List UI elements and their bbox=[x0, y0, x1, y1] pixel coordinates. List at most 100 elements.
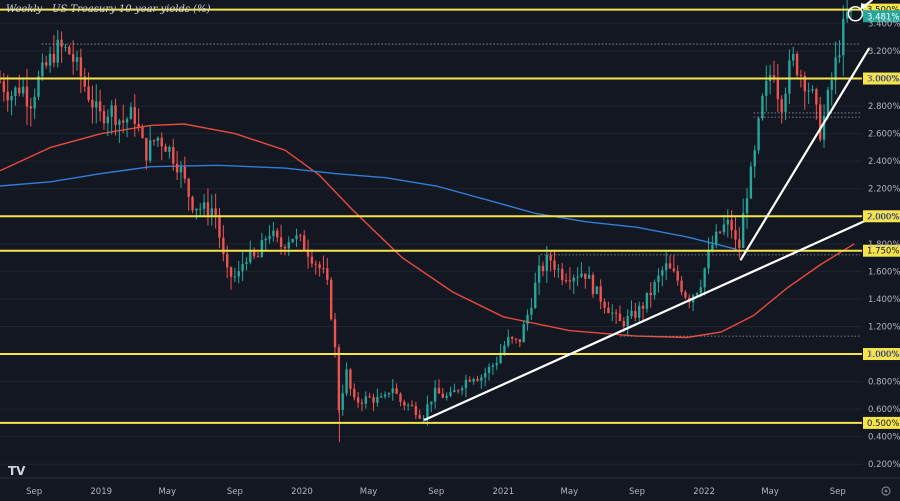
candle bbox=[45, 55, 48, 69]
candle bbox=[191, 195, 194, 214]
candle bbox=[403, 399, 406, 411]
candle bbox=[56, 30, 59, 68]
candle bbox=[383, 391, 387, 399]
candle bbox=[183, 156, 187, 184]
candle bbox=[233, 267, 237, 282]
y-tick-label: 1.400% bbox=[868, 295, 900, 305]
candle bbox=[626, 309, 629, 336]
candle bbox=[426, 395, 429, 426]
candle bbox=[545, 245, 548, 283]
candle bbox=[826, 86, 830, 120]
candle bbox=[48, 46, 52, 73]
candle bbox=[129, 102, 133, 120]
settings-gear-icon[interactable] bbox=[881, 486, 891, 496]
candle bbox=[553, 249, 556, 278]
candle bbox=[745, 188, 749, 229]
candle bbox=[372, 393, 375, 412]
y-tick-label: 0.600% bbox=[868, 405, 900, 415]
candle bbox=[187, 177, 190, 211]
candle bbox=[318, 261, 321, 277]
candle bbox=[222, 225, 225, 262]
candle bbox=[584, 273, 587, 289]
candle bbox=[322, 255, 325, 274]
candle bbox=[468, 376, 471, 383]
candle bbox=[148, 125, 152, 164]
candle bbox=[534, 272, 537, 310]
x-tick-label: Sep bbox=[830, 487, 846, 497]
x-tick-label: 2022 bbox=[693, 487, 715, 497]
y-tick-label: 0.400% bbox=[868, 433, 900, 443]
candle bbox=[664, 252, 668, 281]
svg-text:TV: TV bbox=[8, 464, 26, 478]
candle bbox=[14, 86, 17, 106]
candle bbox=[79, 48, 83, 94]
candle bbox=[175, 150, 179, 180]
candle bbox=[83, 68, 86, 92]
candle bbox=[37, 70, 40, 101]
candle bbox=[472, 377, 475, 385]
candle bbox=[568, 267, 572, 290]
candle bbox=[795, 51, 799, 79]
candle bbox=[518, 339, 522, 348]
candle bbox=[672, 255, 676, 273]
candle bbox=[133, 94, 136, 137]
candle bbox=[780, 95, 783, 124]
x-tick-label: 2021 bbox=[493, 487, 515, 497]
candle bbox=[761, 93, 764, 121]
candle bbox=[52, 34, 56, 68]
candle bbox=[252, 247, 256, 260]
last-price-tag: 3.481% bbox=[863, 10, 900, 22]
level-tag: 2.000% bbox=[863, 210, 900, 223]
y-tick-label: 0.800% bbox=[868, 378, 900, 388]
candle bbox=[691, 293, 695, 311]
x-tick-label: Sep bbox=[428, 487, 444, 497]
candle bbox=[564, 273, 568, 284]
candle bbox=[838, 40, 841, 64]
candle bbox=[364, 391, 368, 409]
candle bbox=[765, 65, 768, 112]
candle bbox=[457, 389, 460, 394]
y-tick-label: 1.000% bbox=[868, 350, 900, 360]
candle bbox=[657, 268, 660, 293]
candle bbox=[576, 267, 579, 286]
x-tick-label: 2019 bbox=[90, 487, 112, 497]
candle bbox=[630, 300, 633, 319]
candle bbox=[480, 374, 483, 389]
y-tick-label: 1.200% bbox=[868, 322, 900, 332]
level-tag-label: 1.000% bbox=[867, 350, 899, 360]
candle bbox=[822, 104, 826, 148]
candle bbox=[476, 375, 479, 382]
candle bbox=[680, 276, 683, 296]
candle bbox=[260, 232, 264, 258]
x-tick-label: May bbox=[158, 487, 176, 497]
x-tick-label: Sep bbox=[227, 487, 243, 497]
candle bbox=[160, 132, 163, 161]
candle bbox=[580, 262, 583, 279]
trend-line[interactable] bbox=[739, 47, 871, 261]
candle bbox=[738, 227, 741, 259]
candle bbox=[587, 266, 591, 279]
horizontal-levels bbox=[0, 8, 862, 424]
candle bbox=[530, 298, 533, 321]
candle bbox=[329, 277, 333, 321]
y-tick-label: 3.200% bbox=[868, 47, 900, 57]
last-price-label: 3.481% bbox=[867, 12, 899, 22]
candle bbox=[715, 224, 718, 249]
candle bbox=[156, 136, 160, 148]
candle bbox=[141, 124, 144, 139]
candle bbox=[395, 383, 398, 395]
y-tick-label: 2.000% bbox=[868, 212, 900, 222]
candle bbox=[337, 344, 341, 413]
candle bbox=[549, 250, 552, 272]
trend-line[interactable] bbox=[423, 218, 870, 422]
candle bbox=[483, 367, 487, 387]
candle bbox=[734, 217, 737, 250]
candle bbox=[95, 84, 98, 124]
x-tick-label: 2020 bbox=[291, 487, 313, 497]
y-tick-label: 2.600% bbox=[868, 130, 900, 140]
candle bbox=[641, 302, 645, 321]
candle bbox=[776, 63, 780, 112]
candle bbox=[102, 105, 106, 130]
candle bbox=[753, 145, 756, 178]
